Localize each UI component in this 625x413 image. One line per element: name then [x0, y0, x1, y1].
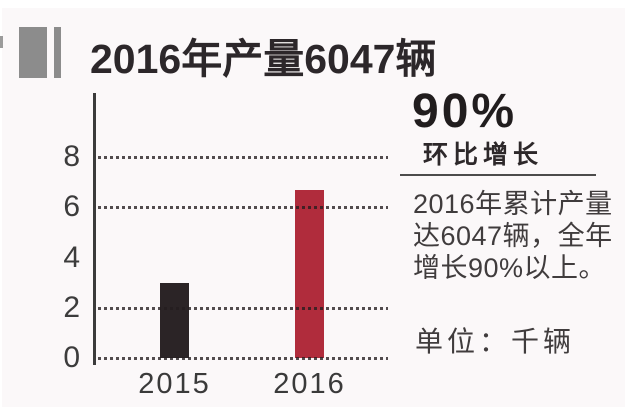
- title-accent-block: [19, 27, 47, 78]
- growth-percent-label: 环比增长: [423, 141, 544, 169]
- divider-line: [400, 174, 596, 176]
- y-axis-line: [93, 93, 96, 365]
- summary-text: 2016年累计产量 达6047辆，全年 增长90%以上。: [413, 188, 623, 284]
- bar-2015: [160, 283, 189, 358]
- bar-chart: 0 2 4 6 8 2015 2016: [2, 85, 402, 413]
- infographic-canvas: 2016年产量6047辆 0 2 4 6 8 2015 2016 90% 环比增长 2016…: [0, 8, 625, 407]
- title-accent-stripe: [54, 27, 61, 78]
- y-tick-label-8: 8: [63, 140, 80, 173]
- gridline-2: [98, 307, 388, 310]
- x-label-2016: 2016: [273, 368, 346, 400]
- y-tick-label-0: 0: [63, 341, 80, 374]
- summary-line: 达6047辆，全年: [413, 221, 613, 251]
- growth-percent-value: 90%: [412, 85, 518, 138]
- summary-line: 2016年累计产量: [413, 189, 613, 219]
- x-label-2015: 2015: [138, 368, 211, 400]
- page-title: 2016年产量6047辆: [90, 36, 437, 82]
- y-tick-label-4: 4: [63, 241, 80, 274]
- bar-2016: [295, 190, 324, 358]
- gridline-0: [98, 357, 388, 360]
- y-tick-label-2: 2: [63, 291, 80, 324]
- unit-note: 单位：千辆: [415, 326, 576, 357]
- gridline-8: [98, 156, 388, 159]
- y-tick-label-6: 6: [63, 190, 80, 223]
- summary-line: 增长90%以上。: [413, 253, 607, 283]
- gridline-6: [98, 206, 388, 209]
- edge-accent-mark: [0, 36, 3, 48]
